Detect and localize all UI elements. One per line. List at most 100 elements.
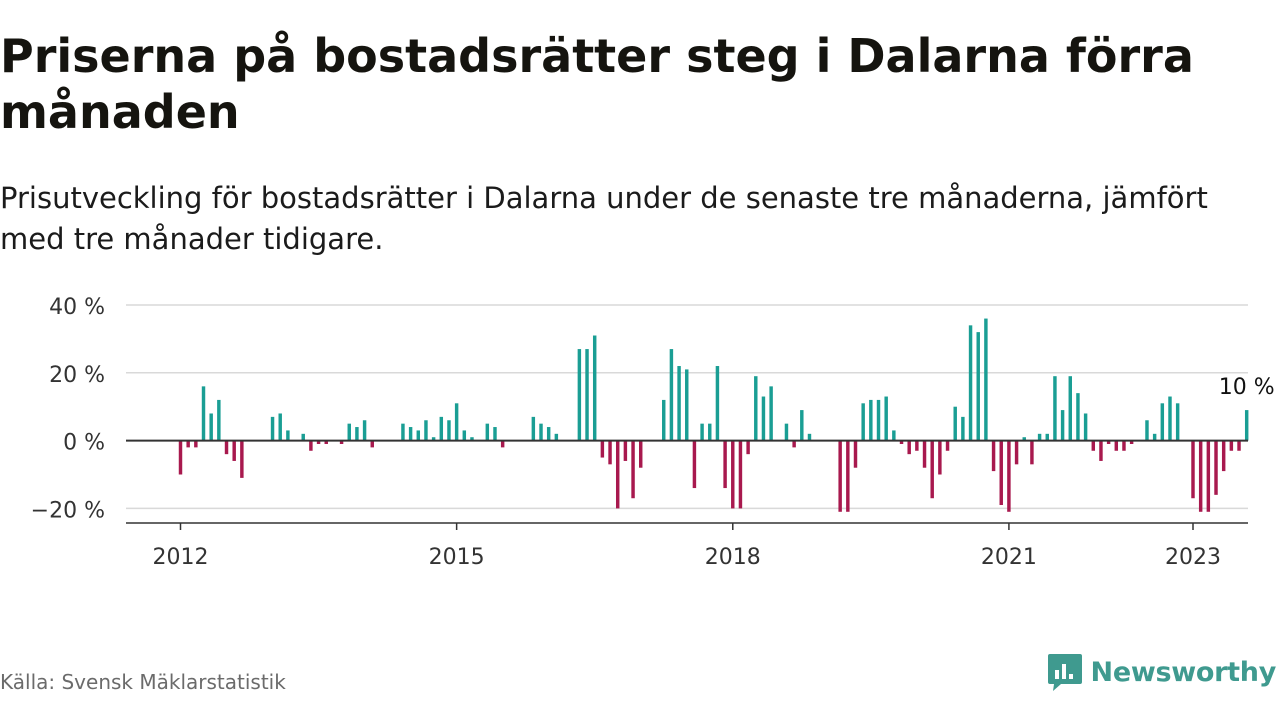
bar	[592, 335, 597, 441]
bar	[869, 399, 873, 441]
bar	[1045, 433, 1049, 441]
bar	[876, 399, 881, 441]
bar	[1106, 440, 1111, 444]
bar	[853, 440, 858, 468]
bar	[324, 440, 328, 444]
bar	[1160, 403, 1165, 441]
bar	[186, 440, 190, 448]
bar	[1221, 440, 1226, 472]
bar	[355, 427, 359, 441]
bar	[301, 433, 305, 441]
bar	[984, 318, 988, 441]
bar	[892, 430, 896, 441]
bar	[999, 440, 1003, 506]
bar	[1060, 410, 1065, 441]
y-tick-label: 20 %	[49, 363, 105, 388]
x-tick-label: 2021	[981, 545, 1037, 570]
source-note: Källa: Svensk Mäklarstatistik	[0, 670, 286, 694]
bar	[945, 440, 950, 451]
bar	[915, 440, 919, 451]
bar	[700, 423, 704, 441]
bar	[554, 433, 559, 441]
bar	[600, 440, 605, 458]
bar	[899, 440, 904, 444]
bar	[1030, 440, 1034, 465]
bar	[746, 440, 750, 455]
bar	[209, 413, 213, 441]
bars	[178, 318, 1249, 512]
bar	[1214, 440, 1218, 495]
page-title: Priserna på bostadsrätter steg i Dalarna…	[0, 29, 1194, 139]
bar	[493, 427, 497, 441]
bar	[1007, 440, 1011, 512]
bar	[738, 440, 743, 509]
y-tick-label: 40 %	[49, 295, 105, 320]
bar	[631, 440, 635, 499]
bar	[1191, 440, 1195, 499]
bar	[286, 430, 290, 441]
bar	[608, 440, 612, 465]
bar	[1229, 440, 1234, 451]
bar	[370, 440, 374, 448]
brand-logo[interactable]: Newsworthy	[1047, 652, 1276, 692]
bar	[1091, 440, 1096, 451]
bar	[1068, 376, 1072, 441]
axes	[126, 439, 1248, 530]
bar	[639, 440, 643, 468]
bar	[1129, 440, 1134, 444]
bar	[991, 440, 996, 472]
bar	[424, 420, 428, 441]
bar	[792, 440, 796, 448]
bar	[362, 420, 367, 441]
bar	[1175, 403, 1180, 441]
bar	[201, 386, 206, 441]
bar	[968, 325, 973, 441]
bar	[577, 349, 582, 441]
bar	[907, 440, 911, 455]
bar	[1076, 393, 1080, 441]
bar	[846, 440, 850, 512]
last-value-label: 10 %	[1219, 375, 1275, 400]
bar	[922, 440, 927, 468]
bar	[217, 399, 221, 441]
bar-chart-logo-icon	[1047, 654, 1082, 691]
bar	[316, 440, 321, 444]
bar	[976, 332, 980, 441]
bar	[531, 416, 536, 441]
brand-name: Newsworthy	[1090, 656, 1277, 688]
bar	[685, 369, 689, 441]
bar	[485, 423, 490, 441]
bar	[1206, 440, 1211, 512]
bar	[961, 416, 965, 441]
bar	[309, 440, 313, 451]
bar	[662, 399, 666, 441]
bar	[807, 433, 812, 441]
x-tick-label: 2015	[429, 545, 485, 570]
bar	[754, 376, 758, 441]
bar	[1122, 440, 1126, 451]
bar	[270, 416, 275, 441]
bar	[784, 423, 789, 441]
bar	[1037, 433, 1042, 441]
labels: 40 % 20 % 0 % −20 % 2012 2015 2018 2021 2023 10 %	[31, 295, 1275, 570]
bar	[408, 427, 413, 441]
bar	[470, 437, 474, 441]
bar	[1014, 440, 1019, 465]
bar	[1168, 396, 1172, 441]
bar	[615, 440, 620, 509]
y-tick-label: 0 %	[63, 431, 105, 456]
y-tick-label: −20 %	[31, 498, 105, 523]
bar	[723, 440, 727, 489]
bar	[1152, 433, 1157, 441]
bar	[500, 440, 505, 448]
bar	[953, 406, 957, 441]
bar	[930, 440, 934, 499]
page-subtitle: Prisutveckling för bostadsrätter i Dalar…	[0, 181, 1208, 256]
x-tick-label: 2018	[705, 545, 761, 570]
bar	[194, 440, 198, 448]
bar	[692, 440, 697, 489]
bar	[178, 440, 183, 475]
bar	[769, 386, 773, 441]
bar	[401, 423, 405, 441]
bar	[224, 440, 229, 455]
